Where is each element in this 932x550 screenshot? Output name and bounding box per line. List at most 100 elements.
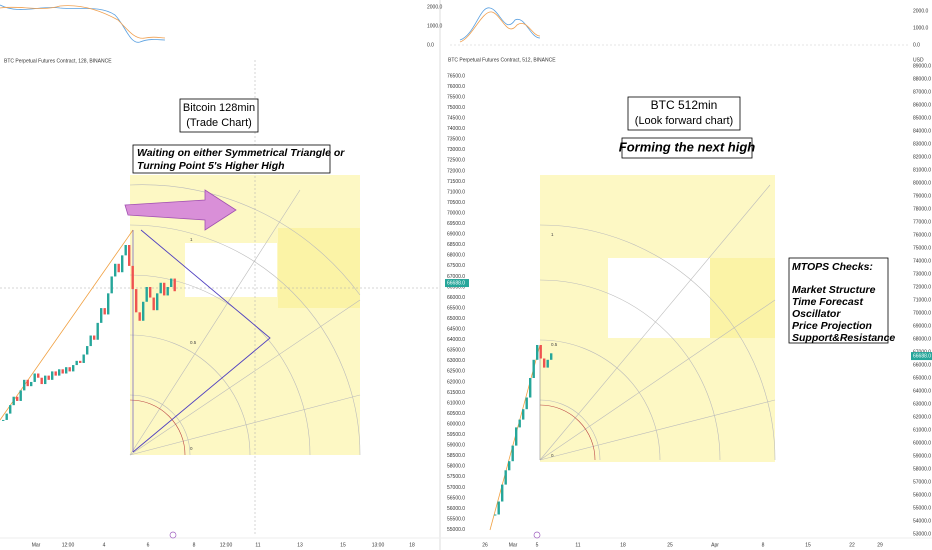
candle xyxy=(54,371,57,376)
candle xyxy=(543,358,546,368)
candle xyxy=(23,379,26,391)
price-tick-label: 61000.0 xyxy=(913,427,931,433)
candle xyxy=(93,335,96,340)
check-item: Price Projection xyxy=(792,320,872,332)
candle xyxy=(30,381,33,387)
price-tick-label: 58000.0 xyxy=(913,466,931,472)
price-tick-label: 63000.0 xyxy=(447,358,465,364)
osc-tick-label: 2000.0 xyxy=(427,4,443,10)
candle xyxy=(117,263,120,273)
last-price: 66688.0 xyxy=(913,353,931,359)
event-marker xyxy=(533,531,541,539)
price-tick-label: 81000.0 xyxy=(913,167,931,173)
candle xyxy=(79,360,82,363)
price-tick-label: 73000.0 xyxy=(913,271,931,277)
check-item: Time Forecast xyxy=(792,296,864,308)
candle xyxy=(170,278,173,287)
candle xyxy=(12,396,15,406)
date-label: 12:00 xyxy=(62,542,75,548)
price-tick-label: 88000.0 xyxy=(913,76,931,82)
candle xyxy=(72,365,75,372)
osc-tick-label: 2000.0 xyxy=(913,8,929,14)
price-tick-label: 63000.0 xyxy=(913,401,931,407)
candle xyxy=(522,409,525,420)
heading: BTC 512min xyxy=(651,98,718,112)
candle xyxy=(536,344,539,360)
note: Forming the next high xyxy=(619,139,756,154)
price-tick-label: 72000.0 xyxy=(447,168,465,174)
candle xyxy=(103,308,106,315)
price-tick-label: 59000.0 xyxy=(447,443,465,449)
date-label: Apr xyxy=(711,542,719,548)
note: Turning Point 5's Higher High xyxy=(137,160,285,172)
candle xyxy=(135,289,138,313)
candle xyxy=(518,419,521,428)
candle xyxy=(16,396,19,401)
price-tick-label: 74500.0 xyxy=(447,116,465,122)
fib-label: 1 xyxy=(551,232,554,237)
date-label: 11 xyxy=(255,542,260,548)
last-price-tag xyxy=(445,279,469,288)
fib-label: 0 xyxy=(190,446,193,451)
heading: (Look forward chart) xyxy=(635,115,733,127)
check-item: Market Structure xyxy=(792,284,876,296)
price-tick-label: 75500.0 xyxy=(447,94,465,100)
fib-label: 1 xyxy=(190,237,193,242)
date-label: Mar xyxy=(32,542,41,548)
candle xyxy=(173,278,176,292)
price-tick-label: 68500.0 xyxy=(447,242,465,248)
candle xyxy=(156,293,159,311)
price-tick-label: 89000.0 xyxy=(913,63,931,69)
checks-title: MTOPS Checks: xyxy=(792,261,873,273)
price-tick-label: 64500.0 xyxy=(447,327,465,333)
price-tick-label: 59000.0 xyxy=(913,453,931,459)
price-tick-label: 77000.0 xyxy=(913,219,931,225)
price-tick-label: 67500.0 xyxy=(447,263,465,269)
price-tick-label: 61000.0 xyxy=(447,400,465,406)
price-tick-label: 70000.0 xyxy=(913,310,931,316)
price-tick-label: 74000.0 xyxy=(913,258,931,264)
price-tick-label: 69000.0 xyxy=(913,323,931,329)
price-tick-label: 75000.0 xyxy=(913,245,931,251)
price-tick-label: 70500.0 xyxy=(447,200,465,206)
price-tick-label: 57000.0 xyxy=(913,479,931,485)
date-label: 11 xyxy=(575,542,580,548)
symbol-title: BTC Perpetual Futures Contract, 128, BIN… xyxy=(4,58,112,64)
price-tick-label: 65000.0 xyxy=(913,375,931,381)
price-tick-label: 57000.0 xyxy=(447,485,465,491)
price-tick-label: 68000.0 xyxy=(447,253,465,259)
date-label: Mar xyxy=(509,542,518,548)
fib-zone xyxy=(710,258,775,338)
candle xyxy=(61,369,64,374)
price-tick-label: 58500.0 xyxy=(447,453,465,459)
date-label: 18 xyxy=(620,542,626,548)
candle xyxy=(508,461,511,471)
candle xyxy=(163,282,166,296)
price-tick-label: 73000.0 xyxy=(447,147,465,153)
candle xyxy=(121,255,124,273)
candle xyxy=(525,397,528,410)
candle xyxy=(33,373,36,382)
price-tick-label: 76500.0 xyxy=(447,73,465,79)
candle xyxy=(2,419,5,421)
fib-cutout xyxy=(608,258,710,338)
fib-zone xyxy=(130,175,360,455)
price-tick-label: 61500.0 xyxy=(447,390,465,396)
candle xyxy=(40,377,43,385)
symbol-title: BTC Perpetual Futures Contract, 512, BIN… xyxy=(448,57,556,63)
candle xyxy=(9,405,12,414)
price-tick-label: 71500.0 xyxy=(447,179,465,185)
price-tick-label: 69500.0 xyxy=(447,221,465,227)
price-tick-label: 56500.0 xyxy=(447,495,465,501)
price-tick-label: 55000.0 xyxy=(447,527,465,533)
candle xyxy=(5,413,8,420)
price-tick-label: 54000.0 xyxy=(913,518,931,524)
price-tick-label: 57500.0 xyxy=(447,474,465,480)
candle xyxy=(89,335,92,347)
heading: (Trade Chart) xyxy=(186,117,252,129)
price-tick-label: 55500.0 xyxy=(447,516,465,522)
price-tick-label: 64000.0 xyxy=(913,388,931,394)
candle xyxy=(124,245,127,256)
check-item: Oscillator xyxy=(792,308,841,320)
